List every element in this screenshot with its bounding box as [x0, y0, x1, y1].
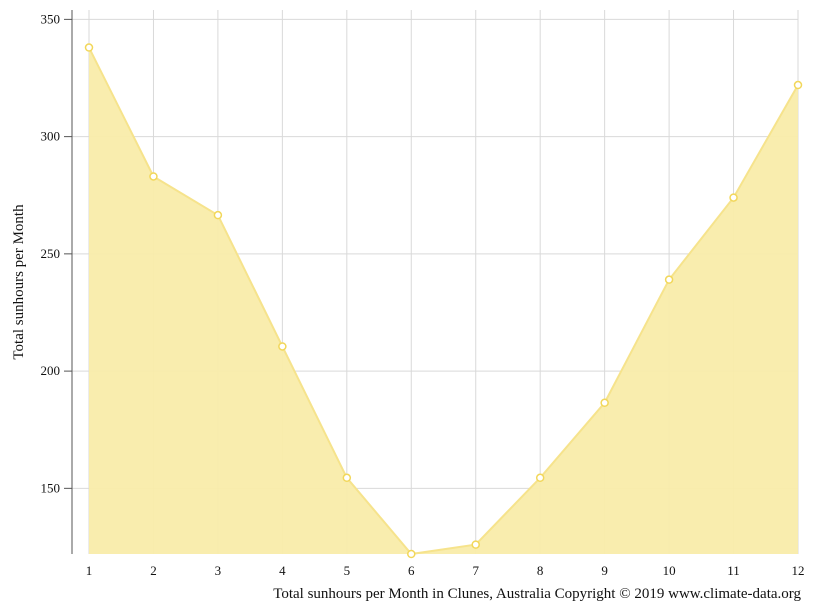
x-tick-label: 3 — [215, 563, 222, 578]
data-point[interactable] — [213, 210, 223, 220]
x-tick-label: 10 — [663, 563, 676, 578]
y-tick-label: 200 — [41, 363, 61, 378]
y-axis-title: Total sunhours per Month — [11, 204, 27, 360]
chart-caption: Total sunhours per Month in Clunes, Aust… — [273, 586, 801, 602]
x-tick-label: 5 — [344, 563, 351, 578]
data-point[interactable] — [149, 172, 158, 181]
x-tick-label: 11 — [727, 563, 740, 578]
area-series — [88, 47, 799, 556]
data-point[interactable] — [600, 398, 609, 408]
y-tick-label: 150 — [41, 480, 61, 495]
data-point[interactable] — [84, 43, 94, 52]
data-point[interactable] — [664, 275, 674, 284]
data-point[interactable] — [535, 473, 545, 483]
y-tick-label: 250 — [41, 246, 61, 261]
x-tick-label: 2 — [150, 563, 157, 578]
y-tick-label: 350 — [41, 11, 61, 26]
data-point[interactable] — [342, 473, 352, 483]
x-tick-label: 9 — [601, 563, 608, 578]
area-fill — [89, 47, 798, 554]
data-point[interactable] — [407, 549, 416, 559]
x-tick-label: 12 — [792, 563, 805, 578]
x-tick-label: 6 — [408, 563, 415, 578]
data-point[interactable] — [729, 193, 738, 202]
data-point[interactable] — [471, 540, 480, 549]
data-point[interactable] — [278, 342, 287, 351]
axes — [64, 10, 73, 554]
x-tick-label: 4 — [279, 563, 286, 578]
y-tick-label: 300 — [41, 129, 61, 144]
data-points — [84, 43, 803, 559]
x-tick-label: 1 — [86, 563, 93, 578]
series-line — [88, 47, 799, 556]
data-point[interactable] — [793, 80, 803, 90]
x-tick-label: 7 — [472, 563, 479, 578]
x-tick-label: 8 — [537, 563, 544, 578]
